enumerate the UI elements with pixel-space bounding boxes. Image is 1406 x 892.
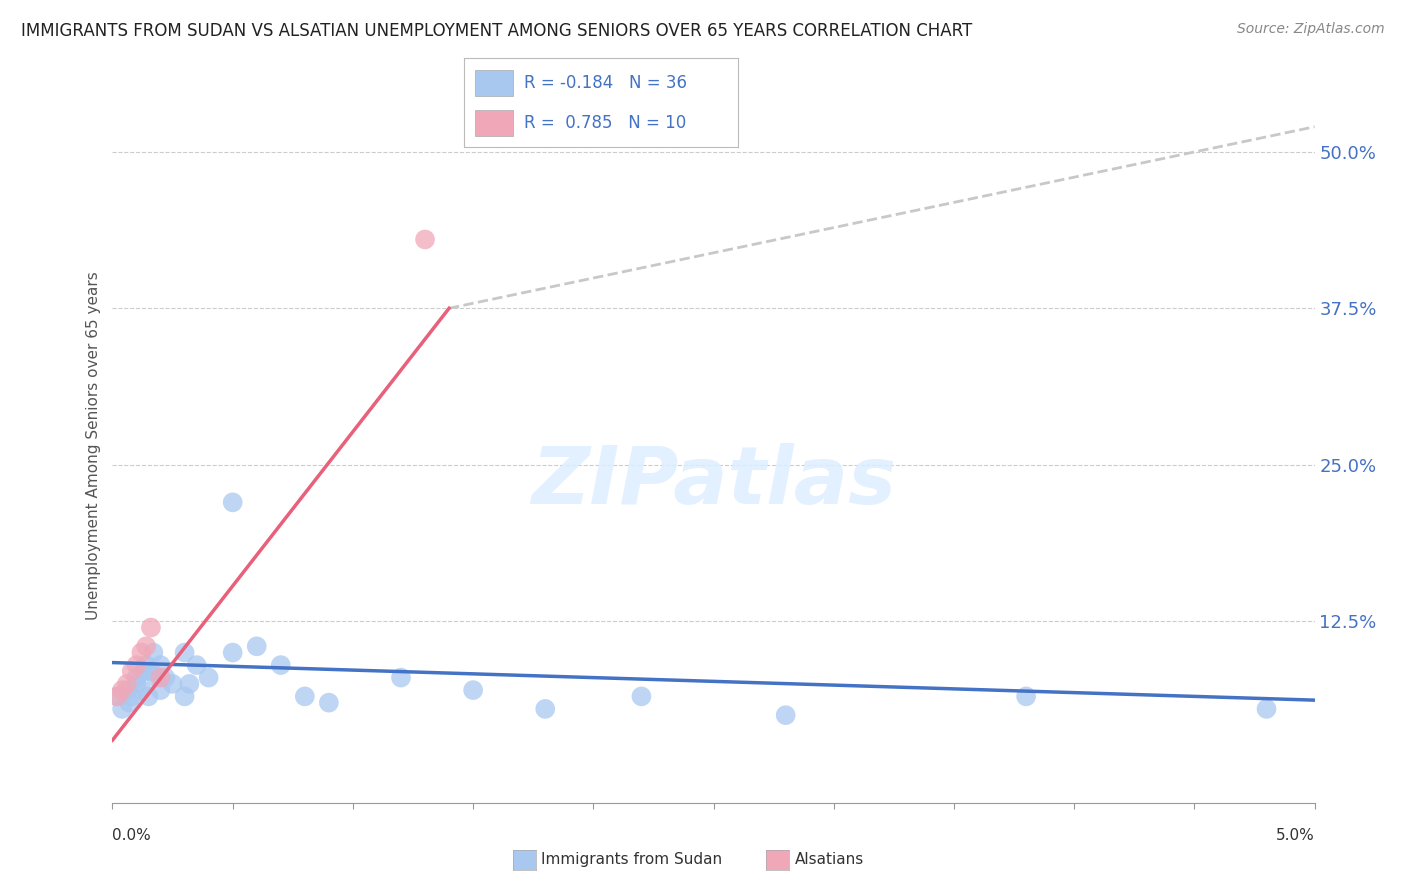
Point xyxy=(138,690,160,704)
Text: Immigrants from Sudan: Immigrants from Sudan xyxy=(541,853,723,867)
Point xyxy=(115,683,138,698)
Point xyxy=(630,690,652,704)
Point xyxy=(121,690,143,704)
Point xyxy=(142,646,165,660)
Text: Alsatians: Alsatians xyxy=(794,853,863,867)
Point xyxy=(246,640,269,654)
Point xyxy=(162,677,184,691)
Point xyxy=(131,683,153,698)
Point xyxy=(125,677,148,691)
Point xyxy=(125,658,148,673)
Text: 0.0%: 0.0% xyxy=(112,829,152,843)
Point xyxy=(389,671,412,685)
Point xyxy=(125,671,148,685)
Point xyxy=(155,671,177,685)
Point xyxy=(149,658,172,673)
Text: IMMIGRANTS FROM SUDAN VS ALSATIAN UNEMPLOYMENT AMONG SENIORS OVER 65 YEARS CORRE: IMMIGRANTS FROM SUDAN VS ALSATIAN UNEMPL… xyxy=(21,22,973,40)
Point xyxy=(294,690,316,704)
Point xyxy=(534,702,557,716)
Point xyxy=(111,683,134,698)
Point xyxy=(135,658,157,673)
FancyBboxPatch shape xyxy=(475,110,513,136)
Point xyxy=(105,690,128,704)
Point xyxy=(270,658,292,673)
Text: Source: ZipAtlas.com: Source: ZipAtlas.com xyxy=(1237,22,1385,37)
Point xyxy=(222,495,245,509)
Point xyxy=(775,708,797,723)
FancyBboxPatch shape xyxy=(475,70,513,96)
Point xyxy=(173,690,195,704)
Point xyxy=(149,671,172,685)
Point xyxy=(461,683,484,698)
Point xyxy=(149,683,172,698)
Point xyxy=(121,665,143,679)
Y-axis label: Unemployment Among Seniors over 65 years: Unemployment Among Seniors over 65 years xyxy=(86,272,101,620)
Point xyxy=(186,658,208,673)
Text: R =  0.785   N = 10: R = 0.785 N = 10 xyxy=(524,114,686,132)
Point xyxy=(222,646,245,660)
Point xyxy=(118,696,141,710)
Text: ZIPatlas: ZIPatlas xyxy=(531,442,896,521)
Point xyxy=(131,646,153,660)
Point xyxy=(115,677,138,691)
Text: 5.0%: 5.0% xyxy=(1275,829,1315,843)
Point xyxy=(132,665,155,679)
Point xyxy=(105,690,128,704)
Point xyxy=(139,621,162,635)
Point xyxy=(1256,702,1278,716)
Point xyxy=(318,696,340,710)
Point xyxy=(179,677,201,691)
Point xyxy=(139,665,162,679)
Point xyxy=(173,646,195,660)
Point xyxy=(413,232,436,246)
Point xyxy=(1015,690,1038,704)
Point xyxy=(197,671,219,685)
Point xyxy=(145,671,167,685)
Text: R = -0.184   N = 36: R = -0.184 N = 36 xyxy=(524,74,688,92)
Point xyxy=(135,640,157,654)
Point xyxy=(111,702,134,716)
